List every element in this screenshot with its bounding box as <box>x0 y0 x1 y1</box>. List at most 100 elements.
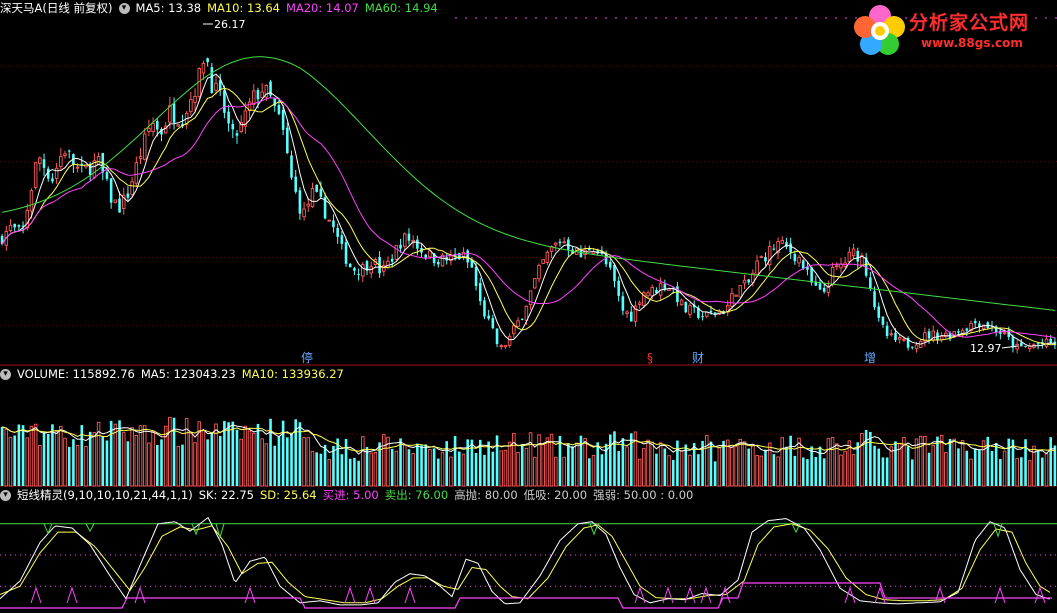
buy-signal-spike <box>134 586 146 604</box>
candle-down <box>608 261 612 268</box>
candle-up <box>138 156 143 159</box>
volume-bar-up <box>193 442 197 487</box>
candle-down <box>416 239 419 249</box>
candle-down <box>323 197 327 219</box>
volume-bar-down <box>495 435 499 486</box>
volume-bar-up <box>826 438 831 487</box>
volume-bar-up <box>734 446 738 487</box>
volume-bar-up <box>780 437 785 487</box>
volume-bar-up <box>189 432 193 487</box>
volume-bar-up <box>524 447 529 487</box>
candle-down <box>206 58 209 63</box>
candle-down <box>629 311 633 322</box>
candle-up <box>386 260 390 268</box>
volume-bar-down <box>701 440 704 486</box>
candle-down <box>109 178 113 203</box>
volume-bar-down <box>491 451 495 486</box>
volume-bar-down <box>80 425 84 486</box>
ma5-label: MA5: 13.38 <box>135 1 202 15</box>
volume-bar-up <box>361 436 365 487</box>
candle-down <box>474 266 478 287</box>
candle-up <box>646 292 650 297</box>
chevron-down-icon[interactable]: ▾ <box>0 369 11 380</box>
candle-up <box>512 325 516 335</box>
volume-bar-down <box>671 459 675 486</box>
sd-label: SD: 25.64 <box>259 488 317 502</box>
volume-bar-down <box>713 461 717 486</box>
volume-bar-down <box>877 448 881 486</box>
volume-bar-down <box>357 460 360 486</box>
volume-bar-down <box>621 438 625 486</box>
volume-bar-down <box>1041 457 1044 486</box>
volume-bar-down <box>416 443 419 486</box>
candle-up <box>189 99 193 113</box>
sell-signal-spike <box>191 523 201 536</box>
candle-down <box>621 296 625 311</box>
volume-bar-up <box>4 428 9 487</box>
volume-bar-down <box>46 433 50 486</box>
volume-bar-up <box>889 446 894 487</box>
chevron-down-icon[interactable]: ▾ <box>118 3 130 14</box>
volume-bar-up <box>751 444 755 487</box>
volume-ma10-label: MA10: 133936.27 <box>241 367 344 381</box>
volume-bar-up <box>537 434 541 487</box>
candle-down <box>801 260 805 269</box>
volume-bar-up <box>264 443 269 487</box>
volume-bar-down <box>277 436 281 486</box>
candle-up <box>302 208 306 218</box>
candle-down <box>604 254 608 265</box>
volume-bar-up <box>658 442 663 487</box>
volume-bar-up <box>939 434 944 487</box>
buy-signal-spike <box>934 586 946 604</box>
buy-signal-spike <box>1034 586 1046 604</box>
volume-bar-down <box>684 444 688 486</box>
candle-up <box>914 344 919 350</box>
sell-signal-spike <box>85 523 95 533</box>
buy-signal-spike <box>404 586 416 604</box>
volume-bar-up <box>239 438 243 487</box>
volume-bar-down <box>772 454 776 486</box>
volume-bar-down <box>487 441 490 486</box>
volume-bar-down <box>1020 457 1023 486</box>
volume-bar-down <box>424 444 428 486</box>
candle-down <box>256 90 260 100</box>
volume-bar-up <box>533 456 537 487</box>
candle-down <box>579 250 583 258</box>
volume-bar-up <box>583 437 587 487</box>
candle-up <box>847 251 852 262</box>
volume-bar-down <box>453 436 457 486</box>
candle-down <box>466 250 469 263</box>
ma60-label: MA60: 14.94 <box>364 1 438 15</box>
volume-bar-up <box>830 436 835 487</box>
buy-signal-spike <box>994 586 1006 604</box>
volume-bar-down <box>172 417 176 486</box>
volume-bar-up <box>860 433 864 487</box>
candle-down <box>155 121 159 130</box>
buy-signal-spike <box>66 586 78 604</box>
candle-down <box>927 331 931 339</box>
volume-bar-up <box>650 441 654 487</box>
candle-up <box>25 209 30 229</box>
candle-down <box>617 280 620 296</box>
volume-bar-down <box>348 458 352 486</box>
volume-bar-down <box>881 457 885 486</box>
event-marker-suspend: 停 <box>301 350 313 365</box>
volume-bar-down <box>894 441 897 486</box>
volume-bar-up <box>449 456 453 487</box>
volume-ma5-label: MA5: 123043.23 <box>140 367 236 381</box>
volume-bar-up <box>306 437 311 487</box>
volume-bar-up <box>843 450 847 487</box>
buy-signal-spike <box>244 586 256 604</box>
candle-down <box>223 90 226 113</box>
volume-bar-down <box>206 439 209 486</box>
volume-bar-up <box>503 449 508 487</box>
chevron-down-icon[interactable]: ▾ <box>0 490 11 501</box>
volume-bar-down <box>604 443 608 486</box>
site-logo: 分析家公式网 www.88gs.com <box>851 2 1051 60</box>
volume-bar-down <box>235 429 239 486</box>
candle-up <box>29 190 34 212</box>
candle-up <box>147 127 151 132</box>
candle-down <box>1011 336 1015 348</box>
volume-bar-up <box>923 435 927 487</box>
